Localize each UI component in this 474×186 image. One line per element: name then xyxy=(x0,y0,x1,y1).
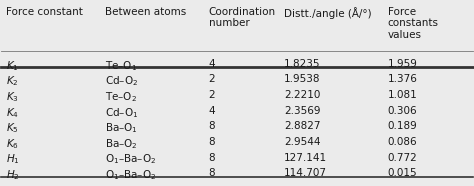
Text: 2.8827: 2.8827 xyxy=(284,121,320,131)
Text: $K_6$: $K_6$ xyxy=(6,137,19,151)
Text: 1.8235: 1.8235 xyxy=(284,59,320,69)
Text: Cd–O$_1$: Cd–O$_1$ xyxy=(105,106,138,120)
Text: Force
constants
values: Force constants values xyxy=(388,7,439,40)
Text: Cd–O$_2$: Cd–O$_2$ xyxy=(105,74,138,88)
Text: 0.306: 0.306 xyxy=(388,106,418,116)
Text: 0.189: 0.189 xyxy=(388,121,418,131)
Text: 8: 8 xyxy=(209,121,215,131)
Text: 2.3569: 2.3569 xyxy=(284,106,320,116)
Text: $K_1$: $K_1$ xyxy=(6,59,19,73)
Text: Ba–O$_2$: Ba–O$_2$ xyxy=(105,137,138,151)
Text: $H_1$: $H_1$ xyxy=(6,153,20,166)
Text: 1.9538: 1.9538 xyxy=(284,74,320,84)
Text: 8: 8 xyxy=(209,137,215,147)
Text: Ba–O$_1$: Ba–O$_1$ xyxy=(105,121,138,135)
Text: 0.015: 0.015 xyxy=(388,168,418,178)
Text: Te–O$_1$: Te–O$_1$ xyxy=(105,59,137,73)
Text: 2: 2 xyxy=(209,74,215,84)
Text: Distt./angle (Å/°): Distt./angle (Å/°) xyxy=(284,7,372,19)
Text: $K_4$: $K_4$ xyxy=(6,106,19,120)
Text: Coordination
number: Coordination number xyxy=(209,7,276,28)
Text: O$_1$–Ba–O$_2$: O$_1$–Ba–O$_2$ xyxy=(105,168,156,182)
Text: 1.959: 1.959 xyxy=(388,59,418,69)
Text: 4: 4 xyxy=(209,106,215,116)
Text: 1.376: 1.376 xyxy=(388,74,418,84)
Text: 114.707: 114.707 xyxy=(284,168,327,178)
Text: 8: 8 xyxy=(209,153,215,163)
Text: 2.2210: 2.2210 xyxy=(284,90,320,100)
Text: $H_2$: $H_2$ xyxy=(6,168,20,182)
Text: 0.086: 0.086 xyxy=(388,137,418,147)
Text: $K_5$: $K_5$ xyxy=(6,121,19,135)
Text: 2.9544: 2.9544 xyxy=(284,137,320,147)
Text: Force constant: Force constant xyxy=(6,7,83,17)
Text: $K_3$: $K_3$ xyxy=(6,90,19,104)
Text: $K_2$: $K_2$ xyxy=(6,74,19,88)
Text: Te–O$_2$: Te–O$_2$ xyxy=(105,90,137,104)
Text: Between atoms: Between atoms xyxy=(105,7,186,17)
Text: 127.141: 127.141 xyxy=(284,153,327,163)
Text: O$_1$–Ba–O$_2$: O$_1$–Ba–O$_2$ xyxy=(105,153,156,166)
Text: 1.081: 1.081 xyxy=(388,90,418,100)
Text: 2: 2 xyxy=(209,90,215,100)
Text: 8: 8 xyxy=(209,168,215,178)
Text: 4: 4 xyxy=(209,59,215,69)
Text: 0.772: 0.772 xyxy=(388,153,418,163)
